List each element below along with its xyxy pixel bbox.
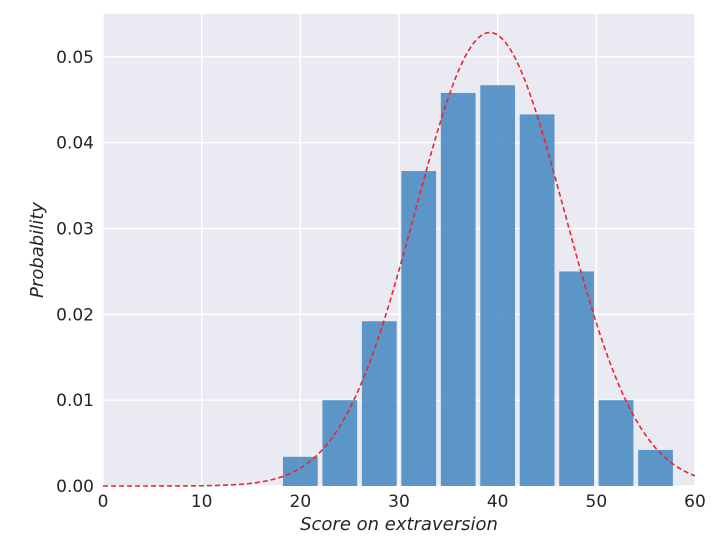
tick-labels: 0 10 20 30 40 50 60 0.00 0.01 0.02 0.03 0.04 0.05	[56, 48, 706, 512]
y-tick-label: 0.03	[56, 220, 94, 240]
x-tick-label: 50	[586, 492, 608, 512]
bar	[440, 92, 476, 486]
bar	[638, 449, 673, 486]
bar	[401, 171, 437, 486]
density-curve	[103, 31, 696, 487]
bar	[322, 400, 358, 486]
bar	[559, 271, 594, 486]
x-tick-label: 30	[388, 492, 410, 512]
y-axis-label: Probability	[27, 202, 48, 298]
x-axis-label: Score on extraversion	[300, 514, 498, 535]
x-tick-label: 60	[684, 492, 706, 512]
x-tick-label: 10	[191, 492, 213, 512]
y-tick-label: 0.00	[56, 477, 94, 497]
normal-curve	[103, 31, 696, 487]
bar	[361, 321, 397, 486]
y-tick-label: 0.04	[56, 134, 94, 154]
x-tick-label: 20	[290, 492, 312, 512]
bar	[282, 456, 318, 486]
y-tick-label: 0.02	[56, 305, 94, 325]
bars	[282, 85, 673, 486]
x-tick-label: 40	[487, 492, 509, 512]
y-tick-label: 0.05	[56, 48, 94, 68]
bar	[519, 114, 555, 486]
x-tick-label: 0	[98, 492, 109, 512]
bar	[480, 85, 516, 486]
bar	[598, 400, 634, 486]
y-tick-label: 0.01	[56, 391, 94, 411]
